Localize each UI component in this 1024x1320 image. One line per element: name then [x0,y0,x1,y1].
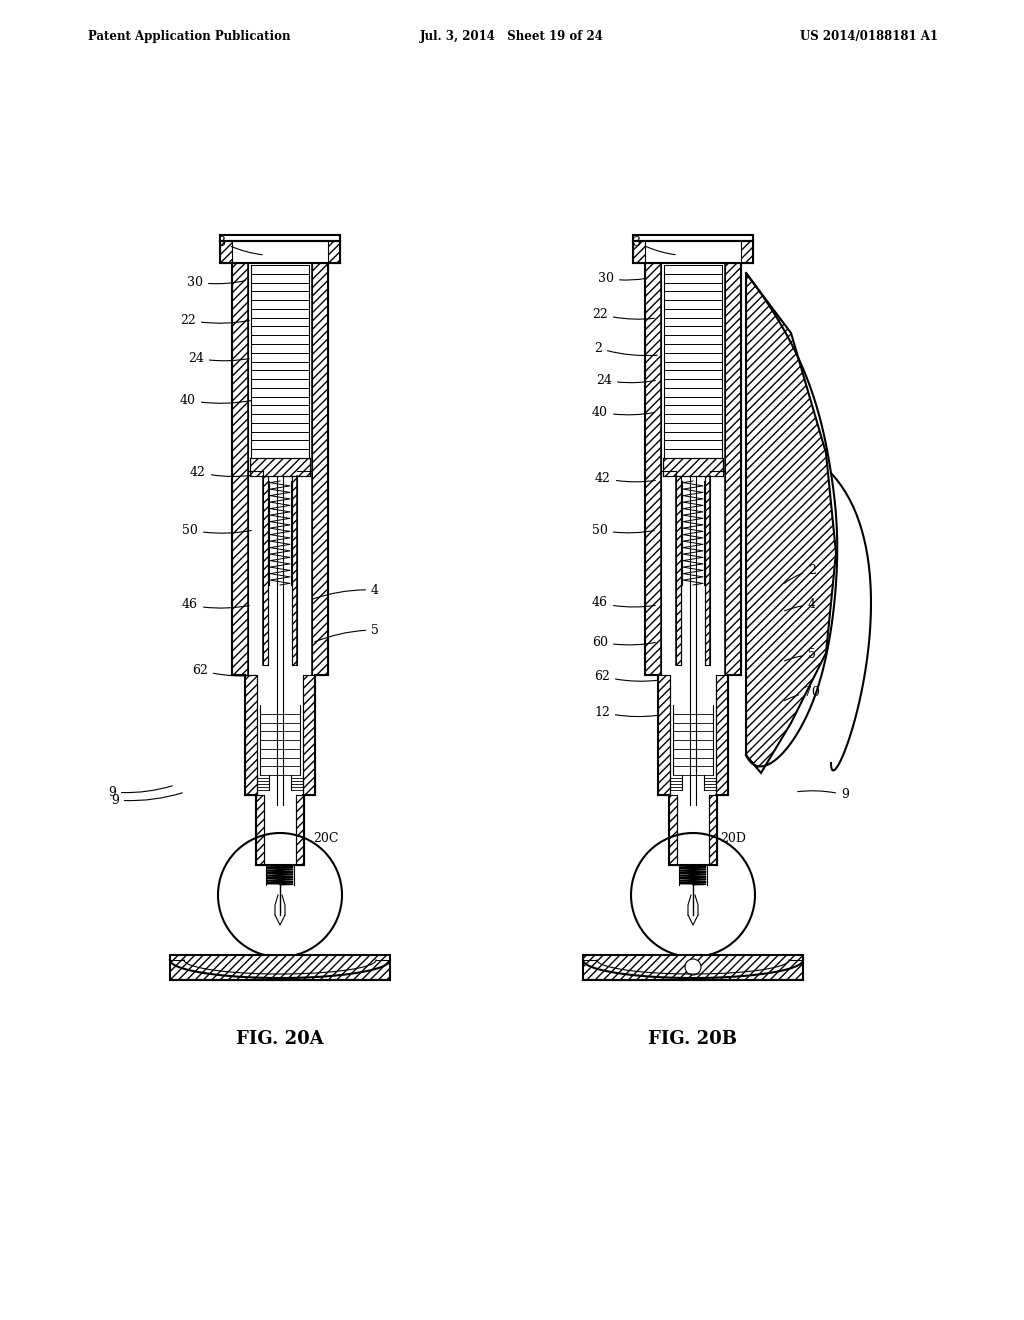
Bar [669,795,677,865]
Bar [633,235,753,242]
Bar [682,480,705,585]
Text: 2: 2 [784,564,816,583]
Text: 40: 40 [180,393,251,407]
Bar [716,675,728,795]
Text: 30: 30 [187,276,246,289]
Bar [303,675,315,795]
Bar [220,235,232,263]
Bar [633,235,645,263]
Text: 4: 4 [312,583,379,599]
Bar [292,477,297,665]
Bar [251,265,309,458]
Text: 70: 70 [784,685,820,701]
Bar [741,235,753,263]
Text: 50: 50 [182,524,251,536]
Bar [296,795,304,865]
Bar [725,263,741,675]
Text: 40: 40 [592,405,654,418]
Bar [690,477,697,805]
Text: 46: 46 [592,597,655,610]
Text: 9: 9 [111,793,182,807]
Text: 46: 46 [182,598,249,611]
Text: 30: 30 [598,272,645,285]
Text: 62: 62 [594,669,657,682]
Bar [583,954,803,979]
Text: FIG. 20B: FIG. 20B [648,1030,737,1048]
Text: 2: 2 [594,342,657,355]
Bar [664,265,722,458]
Bar [232,263,248,675]
Text: Patent Application Publication: Patent Application Publication [88,30,291,44]
Text: US 2014/0188181 A1: US 2014/0188181 A1 [800,30,938,44]
Bar [328,235,340,263]
Bar [709,795,717,865]
Bar [220,235,340,242]
Bar [256,795,264,865]
Text: 5: 5 [784,648,816,661]
Bar [705,477,710,665]
Bar [263,477,268,665]
Bar [645,263,662,675]
Text: 9: 9 [798,788,849,801]
Text: 20C: 20C [313,832,339,845]
Text: 4: 4 [784,598,816,611]
Text: 5: 5 [314,623,379,642]
Bar [312,263,328,675]
Bar [663,458,723,477]
Text: 3: 3 [633,235,675,255]
Bar [269,480,291,585]
Bar [245,675,257,795]
Text: 50: 50 [592,524,654,536]
Polygon shape [746,273,836,774]
Bar [250,458,310,477]
Bar [170,954,390,979]
Circle shape [685,960,701,975]
Text: 20D: 20D [720,832,746,845]
Text: 62: 62 [193,664,255,676]
Text: FIG. 20A: FIG. 20A [237,1030,324,1048]
Text: 60: 60 [592,635,655,648]
Text: 42: 42 [190,466,251,479]
Text: 42: 42 [595,471,655,484]
Bar [658,675,670,795]
Text: 24: 24 [596,374,655,387]
Bar [278,477,284,805]
Text: 22: 22 [592,308,654,321]
Bar [676,477,681,665]
Text: 22: 22 [180,314,249,326]
Text: 3: 3 [218,235,262,255]
Text: Jul. 3, 2014   Sheet 19 of 24: Jul. 3, 2014 Sheet 19 of 24 [420,30,604,44]
Text: 24: 24 [188,351,249,364]
Text: 12: 12 [594,705,657,718]
Text: 9: 9 [109,785,172,799]
